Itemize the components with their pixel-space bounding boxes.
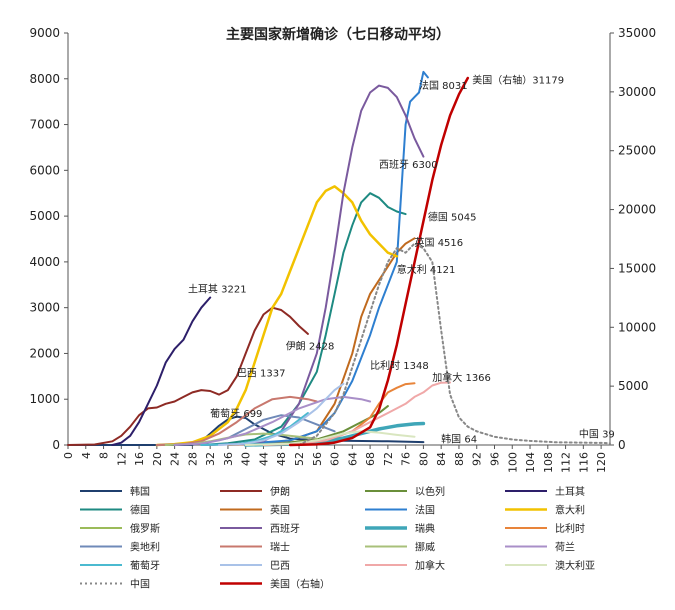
legend-label-17: 巴西 <box>270 560 290 572</box>
x-tick-label: 8 <box>98 452 111 459</box>
x-tick-label: 44 <box>257 452 270 466</box>
legend-label-12: 奥地利 <box>130 541 160 554</box>
x-tick-label: 56 <box>311 452 324 466</box>
chart-title: 主要国家新增确诊（七日移动平均） <box>226 26 450 43</box>
legend-label-4: 德国 <box>130 504 150 517</box>
y-right-tick-label: 25000 <box>618 144 656 158</box>
x-tick-label: 28 <box>186 452 199 466</box>
annotation-0: 美国（右轴）31179 <box>472 73 564 86</box>
x-tick-label: 72 <box>382 452 395 466</box>
legend-label-15: 荷兰 <box>555 541 575 554</box>
series-line-18 <box>262 381 452 446</box>
annotation-4: 英国 4516 <box>415 236 464 249</box>
x-tick-label: 20 <box>151 452 164 466</box>
x-tick-label: 112 <box>560 452 573 473</box>
x-tick-label: 0 <box>62 452 75 459</box>
annotation-9: 巴西 1337 <box>237 367 286 379</box>
x-tick-label: 68 <box>364 452 377 466</box>
annotation-5: 意大利 4121 <box>397 263 456 276</box>
annotation-1: 法国 8031 <box>419 79 468 92</box>
annotation-8: 比利时 1348 <box>370 360 429 372</box>
y-left-tick-label: 1000 <box>29 392 60 406</box>
x-tick-label: 32 <box>204 452 217 466</box>
y-left-tick-label: 8000 <box>29 72 60 86</box>
legend-label-1: 伊朗 <box>270 486 290 498</box>
x-tick-label: 76 <box>400 452 413 466</box>
legend-label-20: 中国 <box>130 578 150 591</box>
x-tick-label: 40 <box>240 452 253 466</box>
series-line-7 <box>155 185 399 447</box>
legend-label-9: 西班牙 <box>270 523 300 535</box>
x-tick-label: 100 <box>506 452 519 473</box>
y-right-tick-label: 30000 <box>618 85 656 99</box>
x-tick-label: 84 <box>435 452 448 466</box>
legend-label-8: 俄罗斯 <box>130 522 160 535</box>
legend-label-3: 土耳其 <box>555 485 585 498</box>
annotation-6: 土耳其 3221 <box>188 283 247 296</box>
series-line-19 <box>244 430 416 446</box>
series-line-3 <box>111 296 212 446</box>
y-right-tick-label: 0 <box>618 438 626 452</box>
legend-label-14: 挪威 <box>415 541 435 554</box>
x-tick-label: 80 <box>417 452 430 466</box>
y-left-tick-label: 6000 <box>29 163 60 177</box>
legend-label-2: 以色列 <box>415 485 445 498</box>
legend-label-16: 葡萄牙 <box>130 559 160 572</box>
x-tick-label: 92 <box>471 452 484 466</box>
annotation-7: 伊朗 2428 <box>286 340 335 352</box>
series-line-13 <box>155 395 318 446</box>
y-right-tick-label: 35000 <box>618 26 656 40</box>
series-line-17 <box>218 382 345 446</box>
legend-label-11: 比利时 <box>555 523 585 535</box>
y-right-tick-label: 5000 <box>618 379 649 393</box>
series-line-20 <box>298 242 611 446</box>
x-tick-label: 12 <box>115 452 128 466</box>
y-left-tick-label: 4000 <box>29 255 60 269</box>
legend-label-10: 瑞典 <box>415 522 435 535</box>
annotation-12: 韩国 64 <box>441 432 477 445</box>
y-left-tick-label: 5000 <box>29 209 60 223</box>
legend-label-19: 澳大利亚 <box>555 559 595 572</box>
x-tick-label: 88 <box>453 452 466 466</box>
legend-label-5: 英国 <box>270 504 290 517</box>
series-line-21 <box>288 76 470 447</box>
x-tick-label: 36 <box>222 452 235 466</box>
x-tick-label: 48 <box>275 452 288 466</box>
x-tick-label: 104 <box>524 452 537 473</box>
legend-label-7: 意大利 <box>555 504 585 517</box>
x-tick-label: 116 <box>577 452 590 473</box>
x-tick-label: 108 <box>542 452 555 473</box>
legend-label-21: 美国（右轴） <box>270 578 330 591</box>
x-tick-label: 96 <box>488 452 501 466</box>
y-left-tick-label: 3000 <box>29 301 60 315</box>
legend-label-6: 法国 <box>415 504 435 517</box>
y-right-tick-label: 15000 <box>618 261 656 275</box>
x-tick-label: 120 <box>595 452 608 473</box>
x-tick-label: 16 <box>133 452 146 466</box>
x-tick-label: 64 <box>346 452 359 466</box>
legend-label-18: 加拿大 <box>415 559 445 572</box>
y-right-tick-label: 20000 <box>618 203 656 217</box>
annotation-13: 中国 39 <box>579 428 615 441</box>
x-tick-label: 52 <box>293 452 306 466</box>
y-right-tick-label: 10000 <box>618 320 656 334</box>
y-left-tick-label: 0 <box>52 438 60 452</box>
annotation-2: 西班牙 6300 <box>379 159 438 171</box>
y-left-tick-label: 7000 <box>29 118 60 132</box>
x-tick-label: 4 <box>80 452 93 459</box>
legend-label-13: 瑞士 <box>270 541 290 554</box>
y-left-tick-label: 9000 <box>29 26 60 40</box>
y-left-tick-label: 2000 <box>29 346 60 360</box>
series-line-6 <box>200 70 429 446</box>
x-tick-label: 24 <box>169 452 182 466</box>
legend-label-0: 韩国 <box>130 485 150 498</box>
annotation-10: 加拿大 1366 <box>432 371 491 384</box>
series-line-15 <box>173 395 372 446</box>
x-tick-label: 60 <box>329 452 342 466</box>
annotation-3: 德国 5045 <box>428 211 477 224</box>
annotation-11: 葡萄牙 699 <box>210 407 262 420</box>
